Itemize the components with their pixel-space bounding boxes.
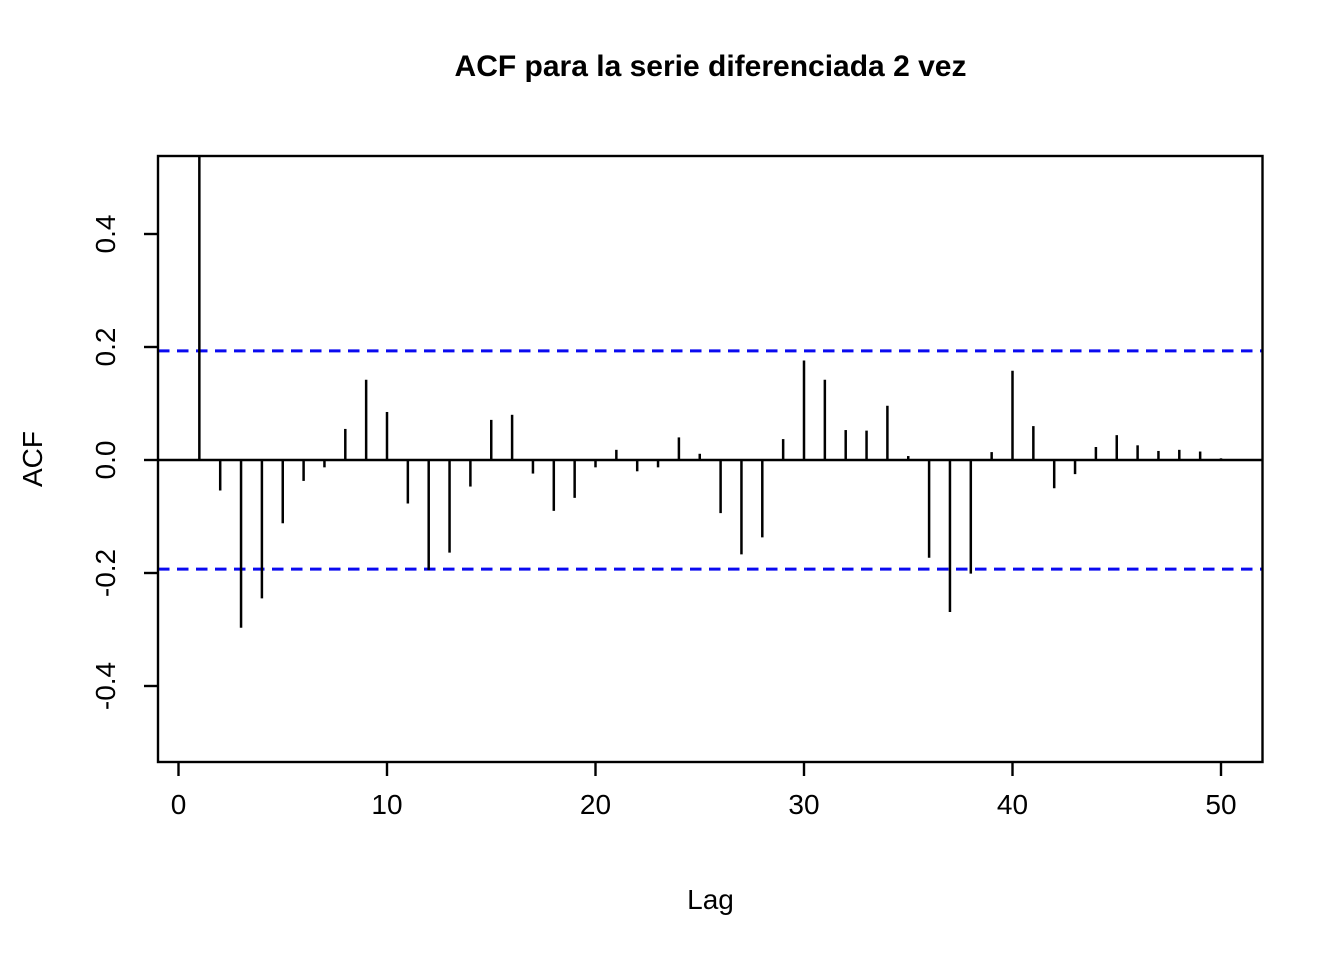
- y-tick-label-0.0: 0.0: [90, 441, 121, 480]
- x-tick-label-30: 30: [788, 789, 819, 820]
- y-tick-label-0.4: 0.4: [90, 215, 121, 254]
- y-axis: -0.4 -0.2 0.0 0.2 0.4: [90, 215, 158, 710]
- acf-bars: [198, 156, 1223, 628]
- x-tick-label-0: 0: [171, 789, 187, 820]
- y-tick-label-0.2: 0.2: [90, 328, 121, 367]
- x-tick-label-50: 50: [1205, 789, 1236, 820]
- x-axis: 0 10 20 30 40 50: [171, 762, 1237, 820]
- y-tick-label--0.2: -0.2: [90, 549, 121, 597]
- x-tick-label-10: 10: [371, 789, 402, 820]
- y-tick-label--0.4: -0.4: [90, 662, 121, 710]
- x-tick-label-40: 40: [997, 789, 1028, 820]
- x-axis-label: Lag: [687, 884, 734, 915]
- plot-area: [158, 156, 1263, 628]
- chart-title: ACF para la serie diferenciada 2 vez: [454, 50, 967, 83]
- x-tick-label-20: 20: [580, 789, 611, 820]
- y-axis-label: ACF: [17, 431, 48, 487]
